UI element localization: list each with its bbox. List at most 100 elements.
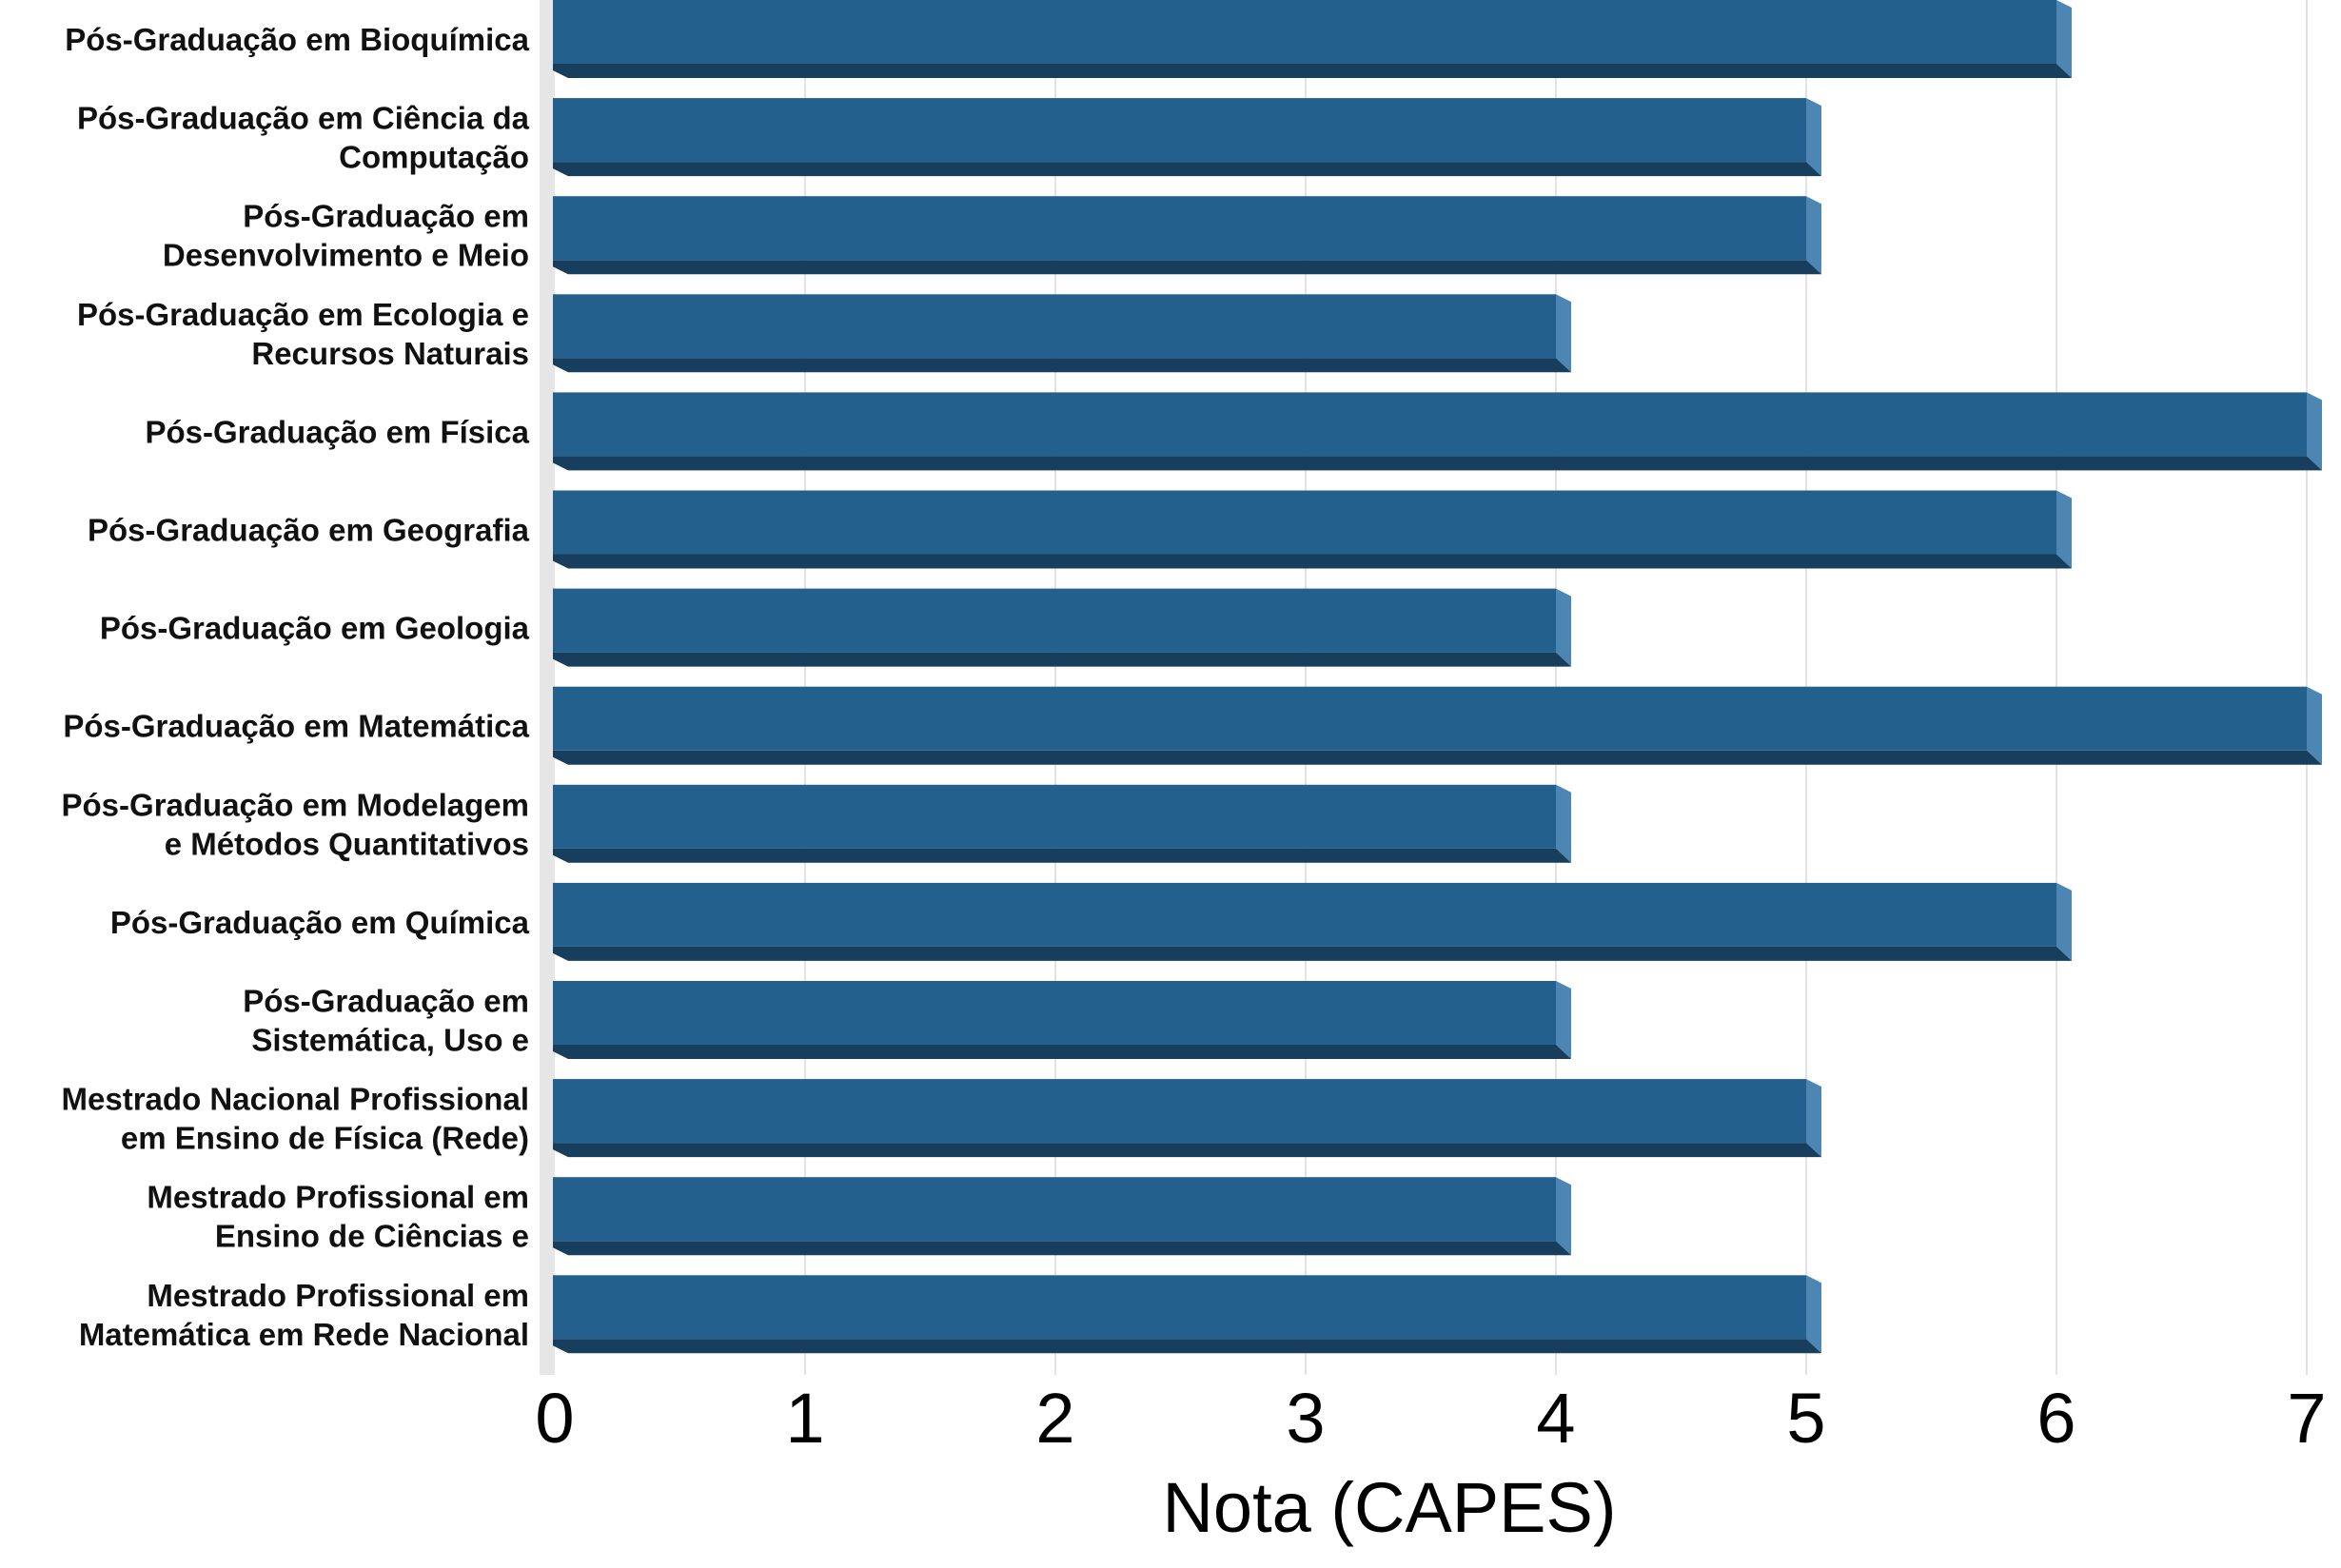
category-label-line: Pós-Graduação em Ecologia e [77,297,529,332]
x-tick-label: 2 [1035,1379,1074,1458]
bar-end [1806,1275,1821,1354]
chart-floor [540,0,555,1375]
bar [553,784,1571,863]
bar-bottom [553,456,2307,471]
bar [553,490,2072,569]
category-label: Pós-Graduação em Sistemática, Uso e [243,984,529,1058]
bar-face [553,588,1556,653]
category-label-line: Pós-Graduação em Geografia [88,513,530,548]
category-label: Pós-Graduação em Ciência da Computação [77,101,530,175]
x-axis-ticks: 0 1 2 3 4 5 6 7 [535,1379,2326,1458]
bar-face [553,1275,1806,1340]
bar-face [553,0,2056,64]
category-label-line: Pós-Graduação em Física [146,414,530,449]
x-tick-label: 7 [2287,1379,2326,1458]
bar-bottom [553,946,2056,961]
category-label: Mestrado Nacional Profissional em Ensino … [62,1082,529,1156]
bars-layer [553,0,2322,1354]
bar-bottom [553,652,1556,667]
category-label-line: Pós-Graduação em Bioquímica [65,22,529,57]
bar [553,686,2322,765]
bar-face [553,98,1806,163]
category-label: Pós-Graduação em Matemática [63,709,529,744]
bar-bottom [553,1339,1806,1354]
category-label-line: Pós-Graduação em Ciência da [77,101,530,136]
bar-end-shadow [1556,1241,1571,1256]
bar-face [553,981,1556,1045]
bar [553,1177,1571,1256]
bar-bottom [553,750,2307,765]
category-label-line: Ensino de Ciências e [215,1219,529,1254]
bar-face [553,882,2056,947]
bar-end-shadow [1556,358,1571,373]
x-tick-label: 5 [1786,1379,1825,1458]
category-label-line: Pós-Graduação em [243,199,529,234]
category-label: Mestrado Profissional em Matemática em Re… [79,1278,529,1352]
bar-end [1556,784,1571,863]
category-label-line: Mestrado Profissional em [147,1180,529,1215]
category-label-line: Desenvolvimento e Meio [163,238,529,273]
bar-face [553,392,2307,457]
category-label-line: Mestrado Profissional em [147,1278,529,1313]
bar [553,981,1571,1059]
x-tick-label: 4 [1536,1379,1575,1458]
category-label-line: Pós-Graduação em [243,984,529,1019]
bar-end [1806,196,1821,275]
bar-bottom [553,1143,1806,1158]
category-label: Pós-Graduação em Modelagem e Métodos Quan… [62,787,529,861]
category-labels: Pós-Graduação em Bioquímica Pós-Graduação… [62,22,530,1352]
category-label: Pós-Graduação em Física [146,414,530,449]
bar-bottom [553,260,1806,275]
bar-end [2056,490,2072,569]
bar [553,98,1821,177]
bar-end [2056,882,2072,961]
bar-face [553,1177,1556,1242]
bar-end [1806,1079,1821,1158]
bar-end-shadow [1556,652,1571,667]
x-tick-label: 6 [2036,1379,2075,1458]
category-label: Pós-Graduação em Desenvolvimento e Meio [163,199,529,273]
bar-end [1556,1177,1571,1256]
bar-bottom [553,554,2056,569]
bar-bottom [553,1045,1556,1059]
bar-bottom [553,1241,1556,1256]
bar-end [1556,981,1571,1059]
category-label: Pós-Graduação em Geologia [100,611,530,646]
bar [553,196,1821,275]
bar-bottom [553,64,2056,78]
bar-end-shadow [1806,1339,1821,1354]
bar [553,1079,1821,1158]
bar-bottom [553,358,1556,373]
bar [553,392,2322,471]
x-axis-title: Nota (CAPES) [1162,1468,1616,1547]
bar-end-shadow [2056,554,2072,569]
bar-face [553,1079,1806,1144]
category-label: Pós-Graduação em Química [110,905,530,940]
bar [553,1275,1821,1354]
bar-end-shadow [1806,260,1821,275]
category-label-line: Mestrado Nacional Profissional [62,1082,529,1117]
category-label-line: Sistemática, Uso e [251,1023,529,1058]
bar [553,0,2072,78]
bar-end [2056,0,2072,78]
category-label-line: Pós-Graduação em Química [110,905,530,940]
bar-end-shadow [1556,1045,1571,1059]
bar-end-shadow [2307,456,2322,471]
bar-face [553,686,2307,751]
bar-end-shadow [2056,946,2072,961]
x-tick-label: 0 [535,1379,574,1458]
bar-face [553,784,1556,849]
category-label-line: em Ensino de Física (Rede) [121,1121,529,1156]
bar-face [553,294,1556,359]
x-tick-label: 3 [1286,1379,1325,1458]
bar [553,294,1571,373]
bar-end-shadow [2307,750,2322,765]
category-label-line: Matemática em Rede Nacional [79,1317,529,1352]
category-label: Pós-Graduação em Geografia [88,513,530,548]
category-label-line: e Métodos Quantitativos [165,826,529,861]
bar-bottom [553,162,1806,177]
bar-end [1556,588,1571,667]
bar-end-shadow [1556,848,1571,863]
